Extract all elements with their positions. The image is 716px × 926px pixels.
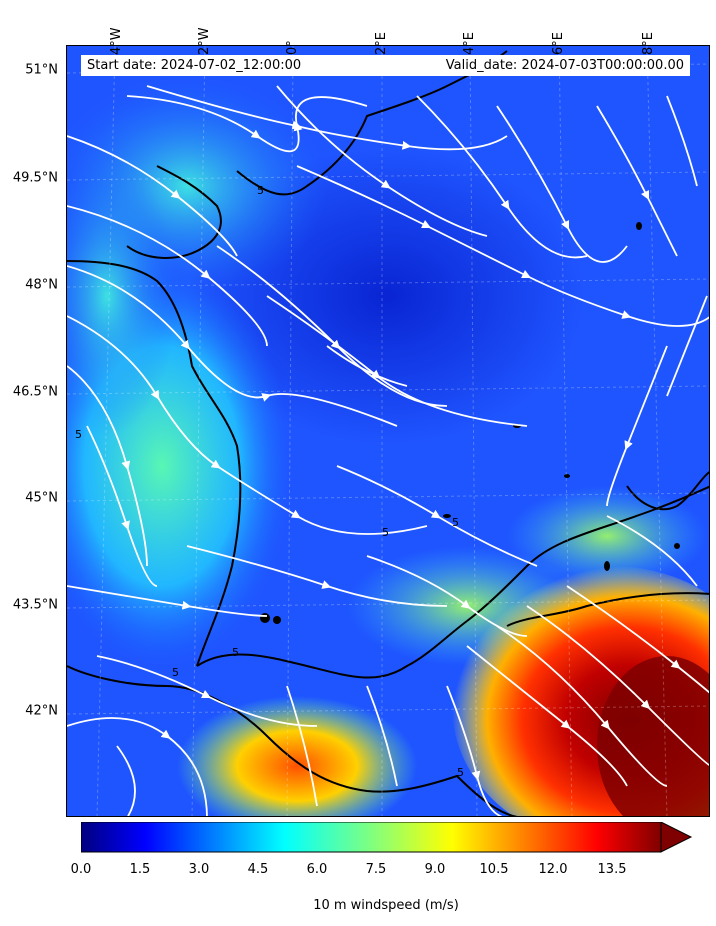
lat-tick-label: 48°N — [25, 277, 58, 293]
colorbar-tick-label: 0.0 — [70, 862, 92, 877]
valid-date-label: Valid_date: 2024-07-03T00:00:00.00 — [445, 58, 684, 73]
contour-label: 5 — [257, 184, 264, 197]
mistral-core — [597, 656, 709, 816]
lon-tick-label: 2°E — [374, 32, 389, 55]
colorbar-gradient — [81, 822, 662, 853]
pyrenees-wind-zone — [177, 696, 417, 816]
date-info-box: Start date: 2024-07-02_12:00:00 Valid_da… — [81, 55, 690, 76]
lat-tick-label: 43.5°N — [12, 597, 58, 613]
colorbar-label: 10 m windspeed (m/s) — [313, 898, 459, 913]
colorbar-tick-label: 1.5 — [129, 862, 151, 877]
contour-label: 5 — [75, 428, 82, 441]
atlantic-wind-zone — [67, 156, 177, 436]
lon-tick-label: 4°W — [109, 27, 124, 55]
contour-labels: 5 5 5 5 5 5 5 — [75, 184, 464, 779]
lon-tick-label: 2°W — [197, 27, 212, 55]
colorbar — [81, 822, 693, 853]
contour-label: 5 — [452, 516, 459, 529]
colorbar-tick-label: 6.0 — [306, 862, 328, 877]
lon-tick-label: 4°E — [462, 32, 477, 55]
streamlines — [67, 85, 709, 816]
contour-label: 5 — [382, 526, 389, 539]
colorbar-extend-arrow — [660, 822, 693, 853]
lat-tick-label: 46.5°N — [12, 384, 58, 400]
lat-tick-label: 42°N — [25, 703, 58, 719]
wind-map: 5 5 5 5 5 5 5 — [66, 45, 710, 817]
colorbar-tick-label: 12.0 — [538, 862, 568, 877]
wind-field-svg: 5 5 5 5 5 5 5 — [67, 46, 709, 816]
start-date-label: Start date: 2024-07-02_12:00:00 — [87, 58, 302, 73]
alps-wind-zone — [507, 486, 707, 586]
lon-tick-label: 8°E — [641, 32, 656, 55]
contour-label: 5 — [457, 766, 464, 779]
colorbar-tick-label: 13.5 — [597, 862, 627, 877]
colorbar-tick-label: 9.0 — [424, 862, 446, 877]
contour-label: 5 — [172, 666, 179, 679]
lat-tick-label: 45°N — [25, 490, 58, 506]
lon-tick-label: 0° — [285, 40, 300, 55]
colorbar-tick-label: 4.5 — [247, 862, 269, 877]
colorbar-tick-label: 10.5 — [479, 862, 509, 877]
coastlines — [67, 50, 709, 816]
lon-tick-label: 6°E — [551, 32, 566, 55]
colorbar-tick-label: 3.0 — [188, 862, 210, 877]
lat-tick-label: 49.5°N — [12, 170, 58, 186]
contour-label: 5 — [232, 646, 239, 659]
colorbar-tick-label: 7.5 — [365, 862, 387, 877]
lat-tick-label: 51°N — [25, 62, 58, 78]
